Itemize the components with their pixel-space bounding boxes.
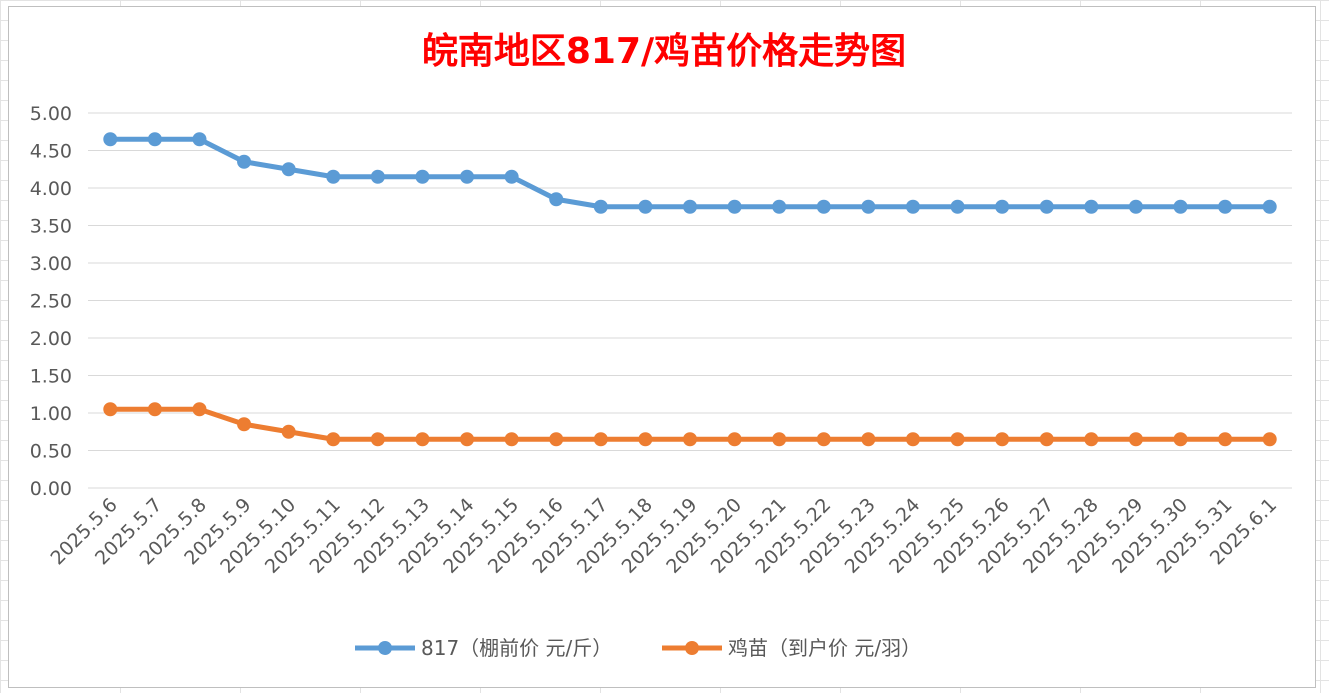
data-point[interactable]	[950, 199, 965, 214]
y-tick-label: 5.00	[30, 103, 72, 125]
y-tick-label: 0.50	[30, 441, 72, 463]
data-point[interactable]	[727, 432, 742, 447]
data-point[interactable]	[192, 402, 207, 417]
data-point[interactable]	[1039, 199, 1054, 214]
data-point[interactable]	[237, 154, 252, 169]
y-tick-label: 1.50	[30, 366, 72, 388]
y-tick-label: 3.50	[30, 216, 72, 238]
data-point[interactable]	[1262, 432, 1277, 447]
data-point[interactable]	[1084, 432, 1099, 447]
data-point[interactable]	[1262, 199, 1277, 214]
y-tick-label: 2.00	[30, 328, 72, 350]
y-tick-label: 1.00	[30, 403, 72, 425]
data-point[interactable]	[1039, 432, 1054, 447]
data-point[interactable]	[638, 432, 653, 447]
legend: 817（棚前价 元/斤） 鸡苗（到户价 元/羽）	[355, 636, 921, 660]
y-tick-label: 4.50	[30, 141, 72, 163]
data-point[interactable]	[147, 402, 162, 417]
data-point[interactable]	[995, 432, 1010, 447]
data-point[interactable]	[593, 199, 608, 214]
legend-swatch-marker	[685, 641, 699, 655]
x-axis-ticks: 2025.5.62025.5.72025.5.82025.5.92025.5.1…	[46, 494, 1281, 578]
data-point[interactable]	[950, 432, 965, 447]
y-tick-label: 0.00	[30, 478, 72, 500]
data-point[interactable]	[192, 132, 207, 147]
data-point[interactable]	[549, 192, 564, 207]
data-point[interactable]	[861, 199, 876, 214]
data-point[interactable]	[638, 199, 653, 214]
data-point[interactable]	[1218, 199, 1233, 214]
series-group	[103, 132, 1277, 447]
y-tick-label: 4.00	[30, 178, 72, 200]
data-point[interactable]	[549, 432, 564, 447]
legend-label: 鸡苗（到户价 元/羽）	[728, 636, 921, 660]
data-point[interactable]	[415, 169, 430, 184]
data-point[interactable]	[1128, 432, 1143, 447]
data-point[interactable]	[370, 432, 385, 447]
data-point[interactable]	[281, 162, 296, 177]
data-point[interactable]	[905, 199, 920, 214]
data-point[interactable]	[593, 432, 608, 447]
data-point[interactable]	[861, 432, 876, 447]
data-point[interactable]	[1128, 199, 1143, 214]
data-point[interactable]	[905, 432, 920, 447]
data-point[interactable]	[237, 417, 252, 432]
data-point[interactable]	[504, 169, 519, 184]
legend-label: 817（棚前价 元/斤）	[421, 636, 612, 660]
gridlines	[88, 112, 1292, 489]
data-point[interactable]	[460, 169, 475, 184]
data-point[interactable]	[1084, 199, 1099, 214]
data-point[interactable]	[1173, 199, 1188, 214]
data-point[interactable]	[460, 432, 475, 447]
chart-area[interactable]	[8, 6, 1316, 688]
data-point[interactable]	[281, 424, 296, 439]
data-point[interactable]	[370, 169, 385, 184]
data-point[interactable]	[326, 432, 341, 447]
data-point[interactable]	[772, 432, 787, 447]
data-point[interactable]	[683, 432, 697, 447]
legend-swatch-marker	[378, 641, 392, 655]
data-point[interactable]	[1218, 432, 1233, 447]
data-point[interactable]	[1173, 432, 1188, 447]
data-point[interactable]	[147, 132, 162, 147]
data-point[interactable]	[772, 199, 787, 214]
data-point[interactable]	[727, 199, 742, 214]
data-point[interactable]	[504, 432, 519, 447]
data-point[interactable]	[103, 402, 118, 417]
y-tick-label: 3.00	[30, 253, 72, 275]
data-point[interactable]	[816, 432, 831, 447]
data-point[interactable]	[415, 432, 430, 447]
y-axis-ticks: 0.00 0.50 1.00 1.50 2.00 2.50 3.00 3.50 4.00 4.50…	[30, 103, 72, 500]
data-point[interactable]	[103, 132, 118, 147]
data-point[interactable]	[816, 199, 831, 214]
data-point[interactable]	[326, 169, 341, 184]
data-point[interactable]	[683, 199, 697, 214]
y-tick-label: 2.50	[30, 291, 72, 313]
chart-title: 皖南地区817/鸡苗价格走势图	[422, 31, 906, 72]
data-point[interactable]	[995, 199, 1010, 214]
